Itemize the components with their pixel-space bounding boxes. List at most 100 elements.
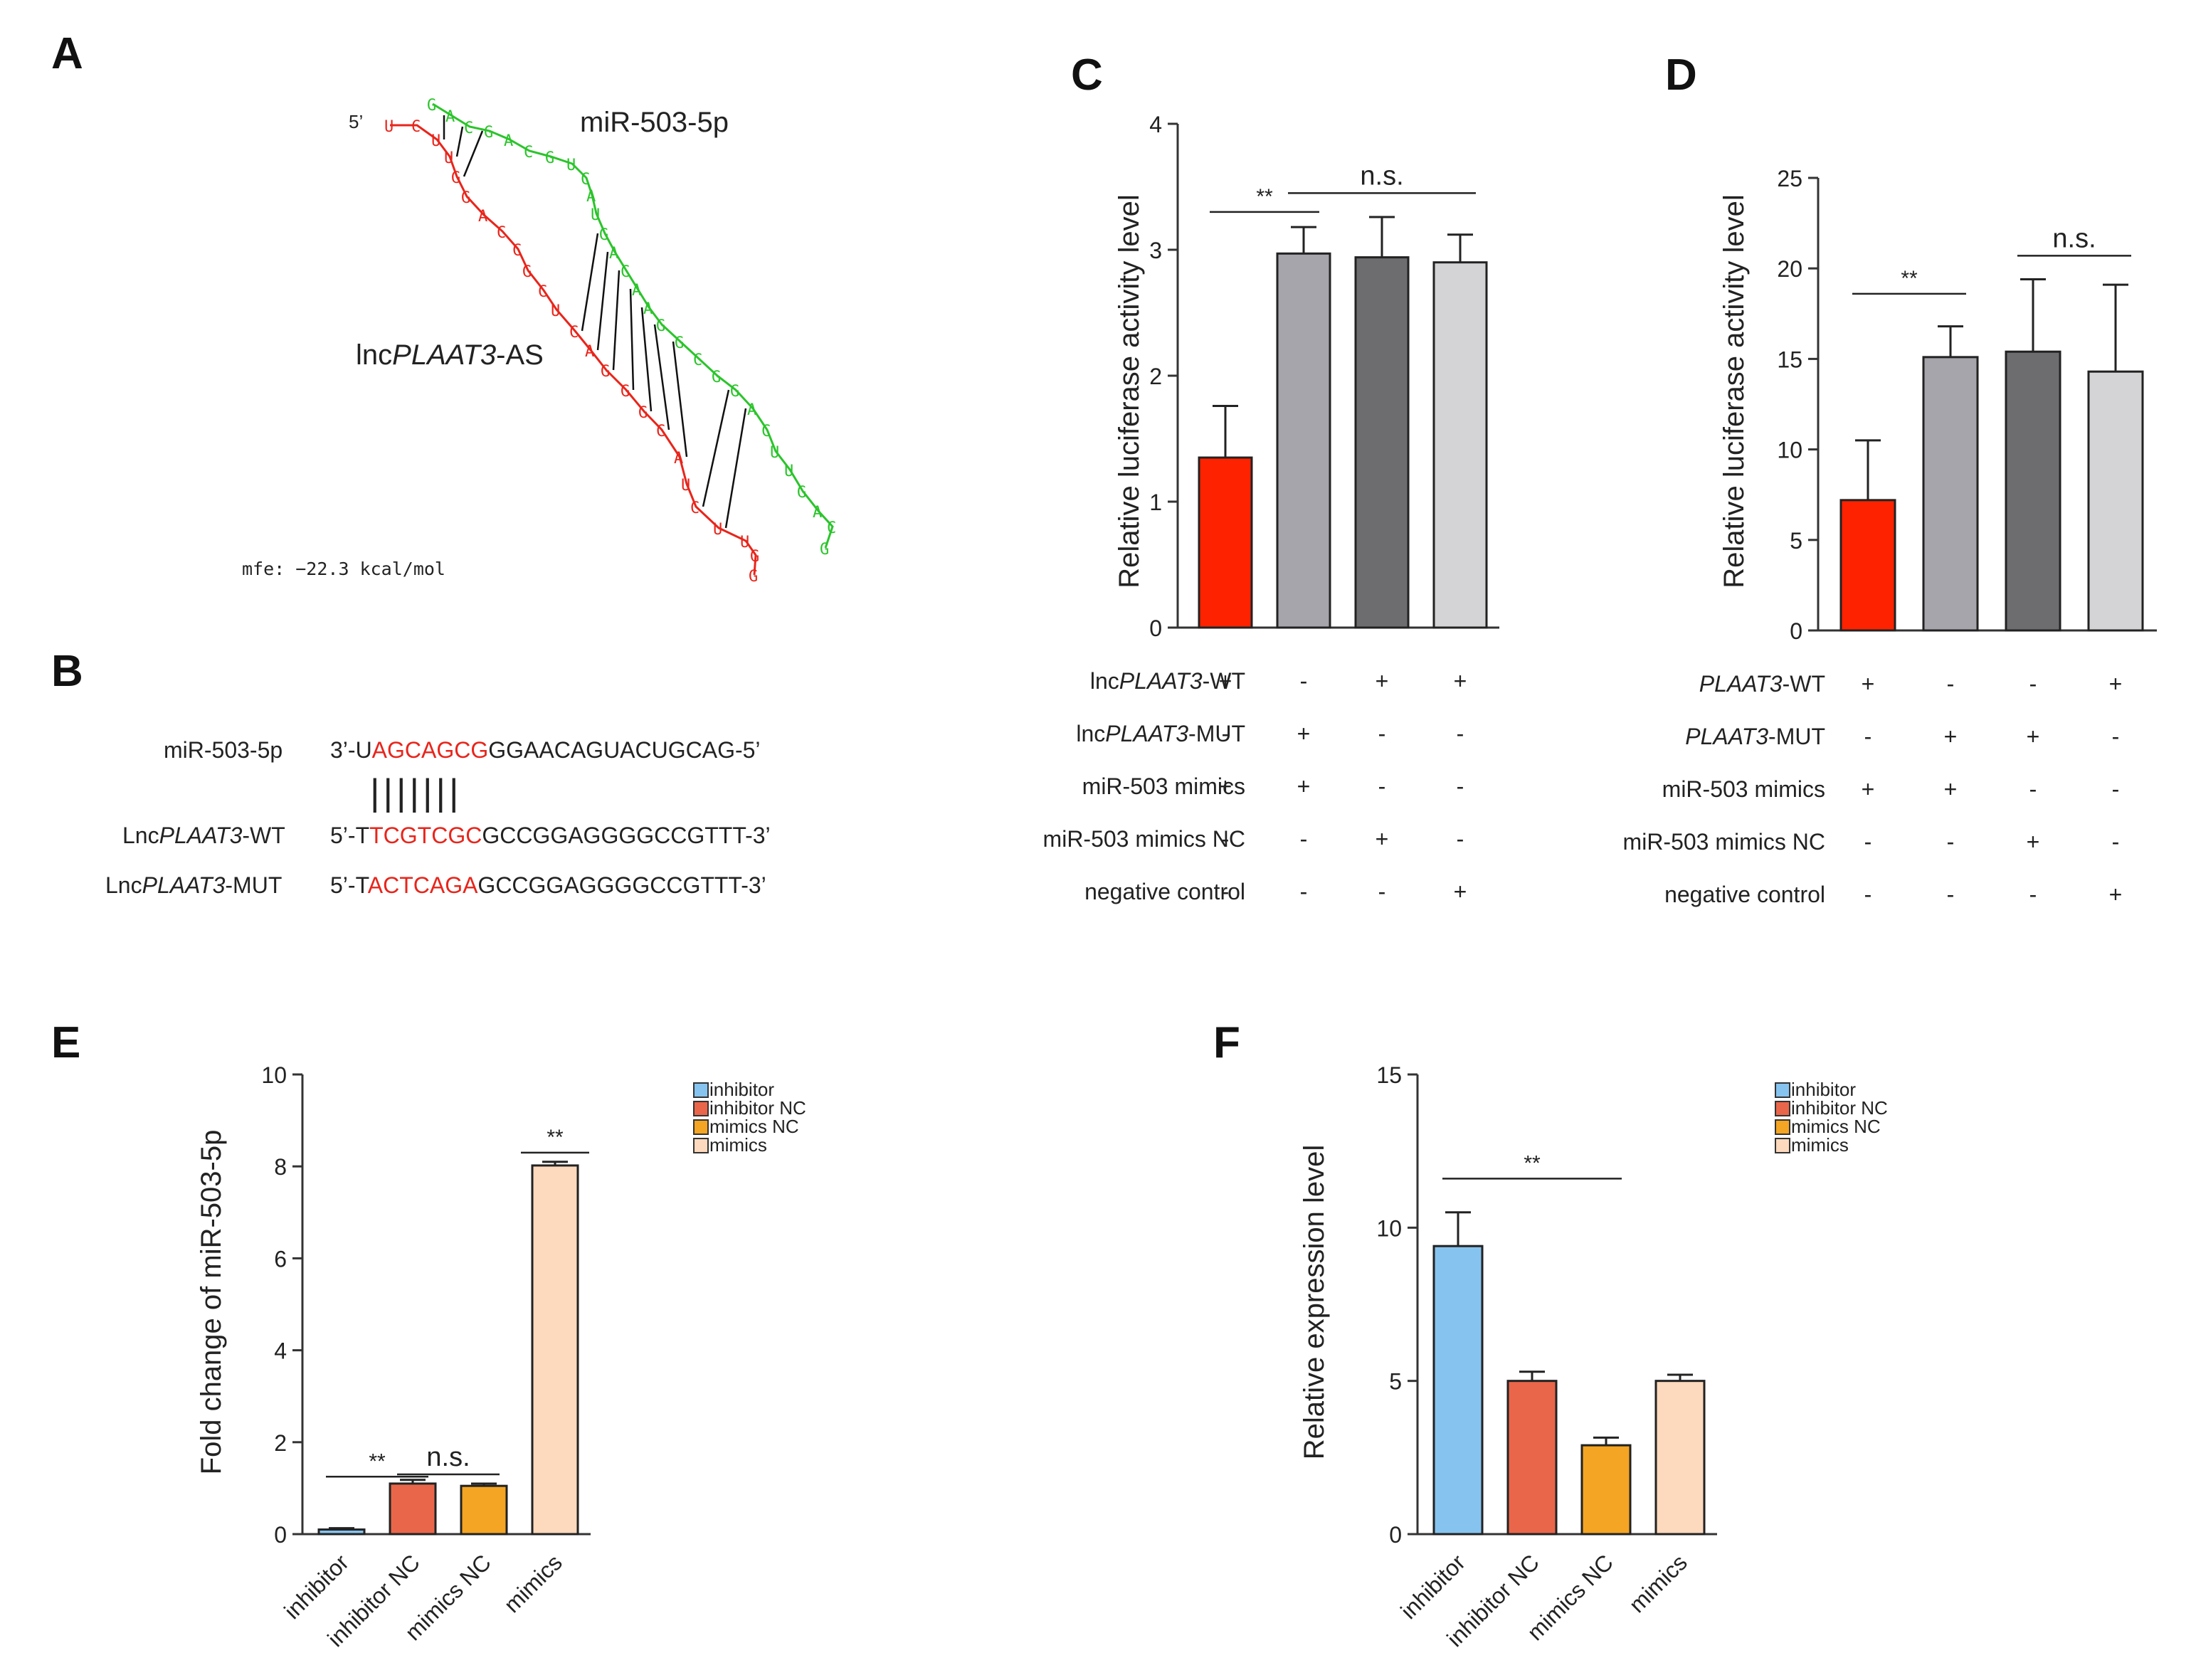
y-tick-label: 10 <box>1777 438 1802 463</box>
y-tick-label: 10 <box>261 1062 287 1088</box>
lnc-base: G <box>522 263 532 281</box>
base-pairs <box>443 115 747 529</box>
y-tick-label: 0 <box>1790 618 1802 644</box>
bar <box>1506 1380 1558 1536</box>
base-pair-line <box>463 130 484 177</box>
mirna-base: U <box>770 444 779 462</box>
lnc-base: G <box>461 189 470 207</box>
mirna-base: G <box>675 334 684 352</box>
lnc-base: U <box>384 118 394 136</box>
condition-label: miR-503 mimics <box>1082 773 1245 799</box>
mirna-base: U <box>566 157 576 174</box>
mirna-base: A <box>632 282 641 300</box>
mirna-base: G <box>797 484 806 502</box>
legend-swatch <box>1775 1101 1790 1116</box>
legend-swatch <box>693 1082 709 1098</box>
y-axis-label: Relative expression level <box>1299 1145 1330 1459</box>
mirna-base: C <box>693 352 702 369</box>
condition-label: miR-503 mimics NC <box>1043 826 1245 852</box>
y-tick-label: 1 <box>1149 490 1162 515</box>
bar <box>1432 1245 1484 1536</box>
seq-mut: 5’-TACTCAGAGCCGGAGGGGCCGTTT-3’ <box>330 872 766 898</box>
seq-wt: 5’-TTCGTCGCGCCGGAGGGGCCGTTT-3’ <box>330 823 771 848</box>
significance-label: n.s. <box>2052 223 2096 253</box>
condition-sign: - <box>1457 826 1464 852</box>
legend-label: inhibitor <box>1791 1079 1856 1100</box>
base-pair-line <box>672 341 688 458</box>
mirna-base: A <box>609 245 618 263</box>
condition-label: miR-503 mimics NC <box>1623 829 1825 855</box>
bar <box>1198 456 1253 629</box>
bar <box>1654 1380 1706 1536</box>
lnc-base: C <box>569 324 579 342</box>
condition-sign: - <box>1300 826 1308 852</box>
base-pair-line <box>581 233 599 332</box>
y-tick-label: 6 <box>274 1246 287 1272</box>
significance-label: ** <box>369 1449 386 1473</box>
condition-sign: + <box>1862 671 1875 697</box>
seq-name-wt: LncPLAAT3-WT <box>122 823 285 848</box>
legend-swatch <box>693 1101 709 1116</box>
condition-sign: - <box>2029 671 2037 697</box>
condition-sign: + <box>1454 668 1467 694</box>
legend-swatch <box>1775 1138 1790 1153</box>
mirna-base: C <box>524 144 533 162</box>
base-pair-line <box>653 324 670 430</box>
condition-sign: - <box>1300 668 1308 694</box>
mirna-base: U <box>784 463 793 480</box>
condition-label: PLAAT3-MUT <box>1685 724 1825 749</box>
base-pair-line <box>702 389 730 507</box>
condition-sign: + <box>1376 826 1389 852</box>
condition-sign: - <box>1947 671 1955 697</box>
lnc-base: G <box>750 548 759 566</box>
condition-sign: + <box>1862 776 1875 802</box>
lnc-base: C <box>690 500 699 517</box>
legend-label: inhibitor NC <box>709 1097 806 1119</box>
bar <box>1354 256 1410 629</box>
lnc-base: C <box>497 224 506 242</box>
condition-sign: - <box>2112 829 2120 855</box>
panel-label-a: A <box>51 29 83 78</box>
mirna-base: C <box>621 263 630 281</box>
base-pair-line <box>596 251 609 351</box>
y-tick-label: 2 <box>274 1430 287 1456</box>
condition-sign: + <box>2109 882 2123 907</box>
y-tick-label: 5 <box>1389 1369 1402 1395</box>
significance-label: ** <box>1256 185 1273 208</box>
lnc-base: U <box>681 477 690 495</box>
mirna-base: G <box>712 369 721 386</box>
bar <box>460 1484 508 1536</box>
legend-label: mimics NC <box>1791 1116 1881 1137</box>
lnc-base: G <box>621 383 630 401</box>
lnc-base: U <box>431 132 440 150</box>
category-label: inhibitor <box>1395 1549 1470 1624</box>
legend-label: mimics <box>709 1134 767 1156</box>
condition-label: lncPLAAT3-MUT <box>1076 721 1245 746</box>
bar <box>389 1482 437 1536</box>
y-tick-label: 0 <box>1149 616 1162 641</box>
chart-c: 0 1 2 3 4 Relative luciferase activity level *… <box>1043 112 1499 904</box>
lnc-label: lncPLAAT3-AS <box>356 339 544 371</box>
y-tick-label: 4 <box>1149 112 1162 137</box>
significance-label: n.s. <box>1360 161 1403 191</box>
base-pair-line <box>629 288 635 391</box>
y-tick-label: 0 <box>1389 1522 1402 1548</box>
mirna-base: G <box>599 226 608 244</box>
y-tick-label: 0 <box>274 1522 287 1548</box>
mirna-base: A <box>643 300 653 318</box>
mirna-base: A <box>586 188 596 206</box>
seq-name-mirna: miR-503-5p <box>164 737 283 763</box>
condition-sign: - <box>2112 776 2120 802</box>
y-tick-label: 8 <box>274 1154 287 1180</box>
y-axis-label: Relative luciferase activity level <box>1114 194 1145 588</box>
condition-sign: + <box>1944 776 1958 802</box>
legend-label: inhibitor NC <box>1791 1097 1888 1119</box>
y-axis-label: Fold change of miR-503-5p <box>196 1130 227 1475</box>
chart-e: 0 2 4 6 8 10 Fold change of miR-503-5p ** n.s. **… <box>196 1062 806 1652</box>
lnc-base: C <box>411 118 421 136</box>
lnc-base: G <box>601 363 610 381</box>
condition-sign: - <box>1864 724 1872 749</box>
mirna-base: C <box>464 120 473 137</box>
condition-sign: + <box>2027 724 2040 749</box>
bar <box>2087 370 2144 632</box>
